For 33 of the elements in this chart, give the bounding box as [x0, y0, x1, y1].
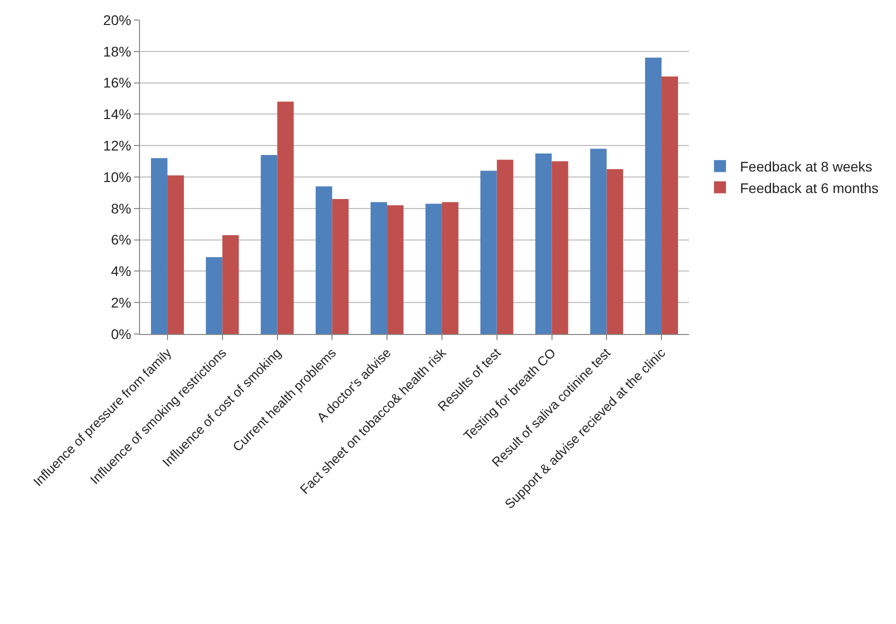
bar: [535, 153, 552, 334]
bar: [496, 160, 514, 334]
bar: [606, 169, 624, 334]
bar: [332, 198, 349, 334]
bar: [206, 257, 222, 334]
y-tick-label: 14%: [103, 106, 132, 122]
y-tick-label: 20%: [103, 12, 132, 28]
bar: [370, 202, 388, 334]
y-tick-label: 2%: [110, 294, 132, 310]
bar: [480, 170, 497, 334]
bar: [316, 186, 332, 334]
bar: [552, 161, 568, 334]
bar: [150, 158, 168, 334]
bar: [260, 155, 278, 334]
y-tick-label: 16%: [103, 74, 132, 91]
y-tick-label: 0%: [110, 326, 132, 342]
bar: [442, 202, 458, 334]
legend-label: Feedback at 8 weeks: [740, 158, 872, 175]
bar: [222, 235, 239, 334]
bar: [167, 175, 184, 334]
bar: [590, 148, 607, 334]
bar: [387, 205, 404, 334]
y-tick-label: 8%: [110, 200, 132, 216]
bar: [277, 102, 294, 334]
y-tick-label: 4%: [110, 263, 132, 280]
bar: [425, 204, 442, 334]
bar: [645, 58, 662, 334]
bar: [662, 76, 678, 334]
y-tick-label: 10%: [103, 168, 132, 185]
legend-label: Feedback at 6 months: [740, 180, 879, 196]
y-tick-label: 6%: [110, 232, 132, 248]
y-tick-label: 18%: [103, 43, 132, 60]
y-tick-label: 12%: [103, 138, 132, 154]
